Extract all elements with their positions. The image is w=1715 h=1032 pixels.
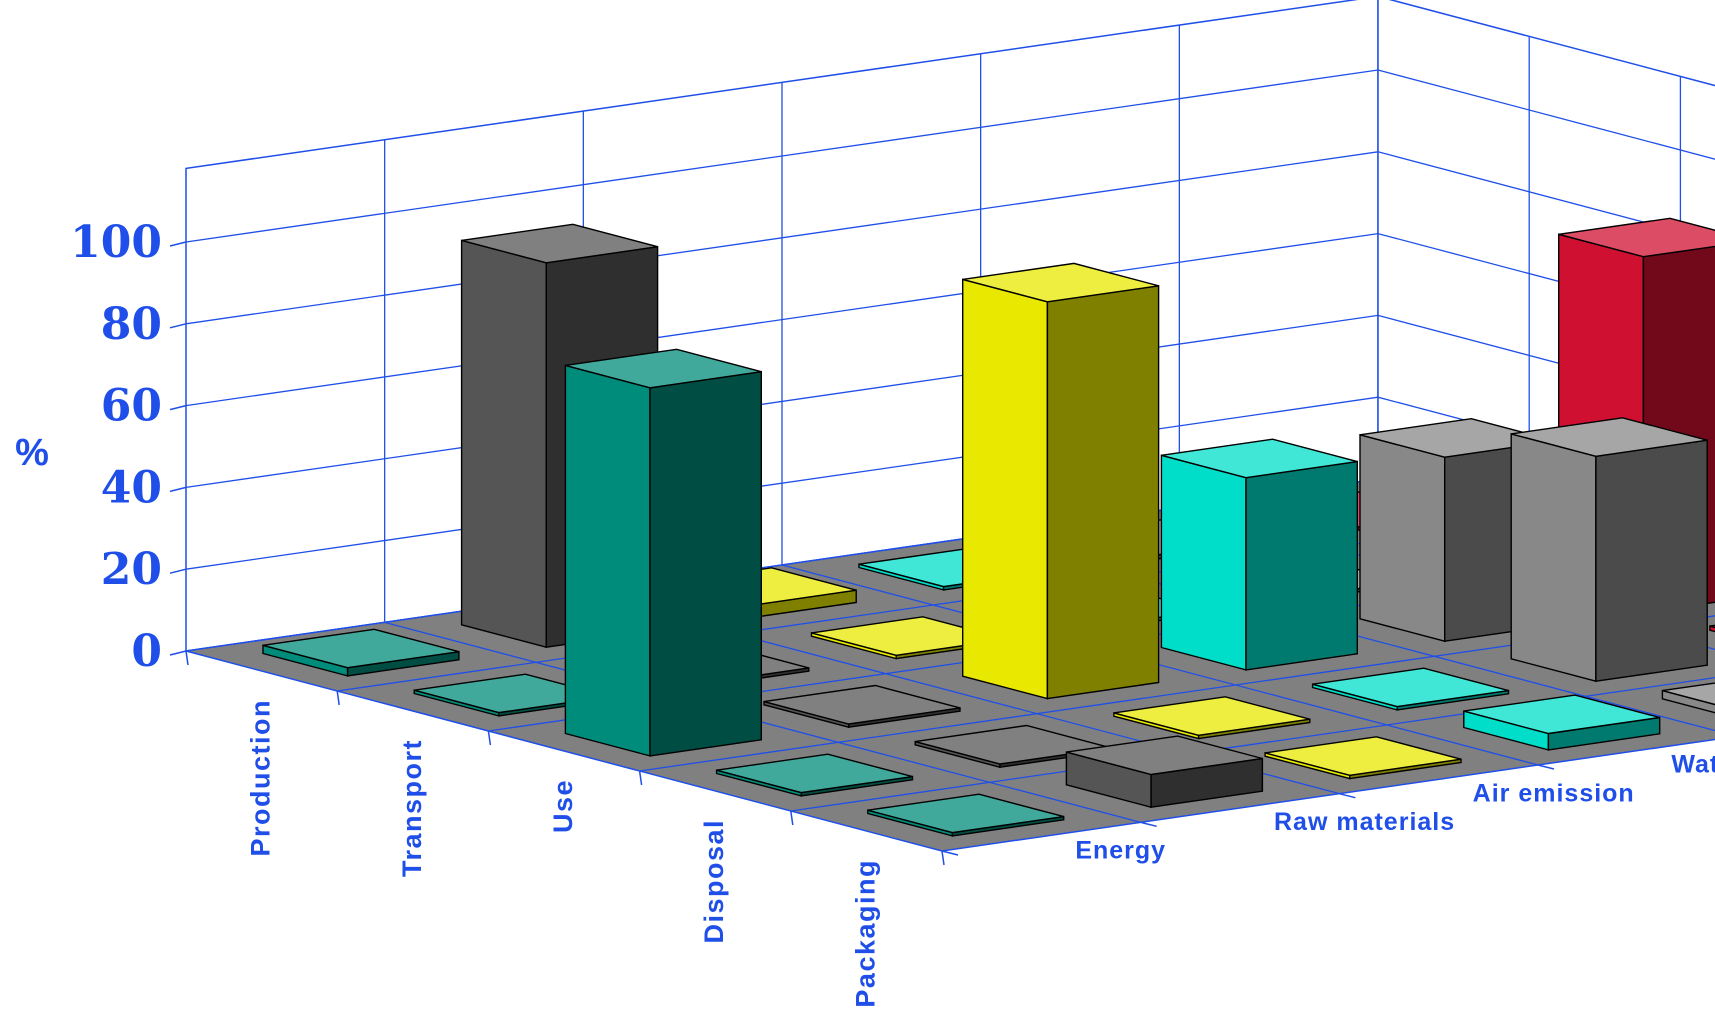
x-tick — [941, 850, 945, 866]
bar-water-emission-use — [1160, 438, 1359, 671]
z-tick — [1537, 764, 1555, 770]
series-label-energy: Energy — [1075, 837, 1166, 865]
bar-air-emission-use — [962, 262, 1160, 700]
series-label-raw-materials: Raw materials — [1274, 808, 1455, 836]
y-tick-label: 80 — [101, 299, 162, 350]
bar-front-face — [962, 278, 1049, 700]
bar-top-face — [1113, 696, 1310, 737]
category-label-disposal: Disposal — [699, 819, 729, 944]
y-tick-label: 40 — [101, 462, 162, 513]
x-tick — [638, 770, 643, 786]
bar-top-face — [763, 684, 961, 725]
y-tick — [169, 404, 187, 411]
x-tick — [185, 650, 189, 666]
z-tick — [1339, 792, 1356, 799]
bar-side-face — [649, 370, 762, 757]
bar-front-face — [460, 239, 547, 649]
series-label-water-emission: Water emission — [1671, 751, 1715, 779]
bar-top-face — [1558, 217, 1715, 258]
y-tick-label: 20 — [101, 544, 162, 595]
category-label-production: Production — [246, 699, 276, 857]
y-tick — [169, 568, 187, 574]
bar-top-face — [1312, 667, 1509, 708]
bar-air-emission-packaging — [1264, 736, 1462, 780]
bar-top-face — [461, 223, 658, 264]
bar-energy-disposal — [715, 753, 914, 797]
bar-side-face — [1245, 460, 1359, 671]
bar-front-face — [1510, 432, 1597, 683]
floor-gridline — [384, 621, 1141, 823]
bar-air-emission-transport — [810, 616, 1009, 660]
y-tick — [169, 241, 187, 247]
bar-top-face — [1161, 438, 1358, 479]
y-axis-label: % — [15, 432, 49, 474]
y-tick-label: 0 — [131, 626, 162, 677]
chart-labels: 0 20 40 60 80 100% Production Transport Use Dispo… — [15, 217, 1715, 1008]
y-tick-label: 100 — [70, 217, 162, 268]
chart-bars — [262, 217, 1715, 837]
y-tick — [169, 323, 187, 329]
bar-top-face — [867, 793, 1064, 834]
bar-air-emission-disposal — [1113, 696, 1311, 740]
bar-top-face — [1066, 735, 1263, 776]
bar-water-emission-disposal — [1311, 667, 1510, 711]
bar-front-face — [564, 364, 651, 757]
x-tick — [790, 810, 794, 826]
bar-water-emission-packaging — [1463, 694, 1661, 751]
bar-raw-materials-use — [763, 684, 961, 729]
bar-top-face — [716, 753, 913, 794]
y-tick-label: 60 — [101, 381, 162, 432]
bar-top-face — [1264, 736, 1462, 777]
bar-energy-production — [262, 628, 460, 677]
bar-front-face — [1661, 689, 1715, 714]
bar-side-face — [1595, 439, 1708, 683]
bar-water-consumption-disposal — [1709, 624, 1715, 633]
bar-top-face — [1463, 694, 1660, 735]
bar-top-face — [1662, 682, 1715, 706]
bar-top-face — [565, 348, 762, 389]
x-tick — [336, 690, 340, 706]
bar-raw-materials-packaging — [1065, 735, 1264, 809]
category-label-packaging: Packaging — [850, 859, 880, 1008]
series-label-air-emission: Air emission — [1473, 779, 1635, 807]
bar-side-face — [1046, 284, 1160, 700]
bar-energy-use — [564, 348, 762, 757]
bar-top-face — [962, 262, 1159, 303]
category-label-use: Use — [548, 779, 578, 833]
bar-solid-waste-packaging — [1661, 682, 1715, 714]
y-tick — [169, 650, 187, 656]
bar-solid-waste-disposal — [1510, 417, 1708, 683]
bar-energy-packaging — [867, 793, 1065, 837]
y-tick — [169, 486, 187, 493]
z-tick — [941, 850, 959, 856]
bar-front-face — [1160, 454, 1247, 671]
bar-top-face — [1511, 417, 1708, 458]
bar-top-face — [1709, 624, 1715, 629]
bar-top-face — [262, 628, 460, 669]
bar-front-face — [1359, 433, 1446, 643]
category-label-transport: Transport — [397, 739, 427, 877]
floor-gridline — [781, 564, 1539, 766]
z-tick — [1140, 821, 1157, 828]
x-tick — [487, 730, 492, 746]
